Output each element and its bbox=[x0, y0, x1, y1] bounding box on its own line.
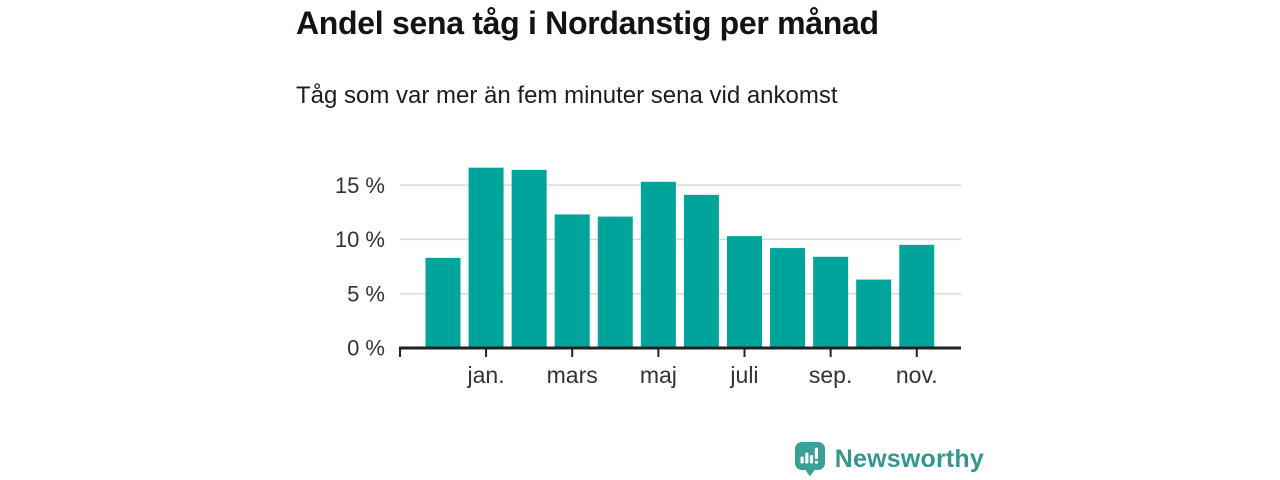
bar-apr. bbox=[597, 216, 633, 348]
x-tick-label: nov. bbox=[896, 362, 938, 388]
bar-dec. bbox=[425, 257, 461, 348]
y-tick-label: 0 % bbox=[347, 336, 385, 361]
x-tick-label: juli bbox=[729, 362, 758, 388]
y-tick-label: 15 % bbox=[335, 173, 385, 198]
bar-maj bbox=[640, 181, 676, 348]
y-tick-label: 5 % bbox=[347, 281, 385, 306]
chart-subtitle: Tåg som var mer än fem minuter sena vid … bbox=[296, 82, 838, 109]
chart-title: Andel sena tåg i Nordanstig per månad bbox=[296, 5, 879, 41]
bar-nov. bbox=[899, 244, 935, 348]
bar-okt. bbox=[856, 279, 892, 348]
bar-chart-plot: jan. mars maj juli sep. nov. 0 % 5 % 10 % 15 % bbox=[335, 167, 961, 388]
bar-aug. bbox=[770, 248, 806, 348]
x-tick-label: jan. bbox=[467, 362, 505, 388]
bar-jan. bbox=[468, 167, 504, 348]
y-tick-label: 10 % bbox=[335, 227, 385, 252]
newsworthy-logo: Newsworthy bbox=[794, 442, 984, 477]
x-tick-label: sep. bbox=[809, 362, 852, 388]
bar-sep. bbox=[813, 256, 849, 348]
x-tick-label: maj bbox=[640, 362, 677, 388]
bar-juni bbox=[683, 194, 719, 348]
bar-feb. bbox=[511, 169, 547, 348]
bar-juli bbox=[726, 236, 762, 348]
newsworthy-logo-icon bbox=[794, 442, 825, 477]
bar-mars bbox=[554, 214, 590, 348]
figure: Andel sena tåg i Nordanstig per månad Tå… bbox=[296, 0, 984, 480]
newsworthy-logo-text: Newsworthy bbox=[834, 445, 984, 473]
x-tick-label: mars bbox=[547, 362, 598, 388]
